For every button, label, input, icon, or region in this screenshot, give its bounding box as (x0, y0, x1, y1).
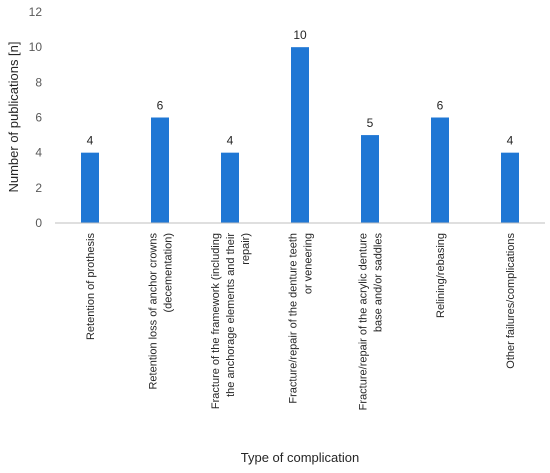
x-category-label-line: the anchorage elements and their (225, 233, 237, 397)
data-label: 4 (507, 134, 514, 148)
x-axis-title: Type of complication (241, 450, 360, 465)
bar (361, 135, 379, 223)
y-tick-label: 12 (29, 5, 43, 19)
bar (431, 117, 449, 223)
x-category-label-line: base and/or saddles (373, 233, 385, 333)
data-label: 6 (157, 99, 164, 113)
x-category-label-line: or veneering (303, 233, 315, 294)
bar (501, 152, 519, 223)
y-tick-label: 0 (35, 216, 42, 230)
data-labels: 4 6 4 10 5 6 4 (87, 28, 514, 148)
x-category-label-line: Retention loss of anchor crowns (148, 233, 160, 390)
x-axis-category-labels: Retention of prothesis Retention loss of … (85, 233, 517, 411)
x-category-label-line: Other failures/complications (505, 233, 517, 369)
data-label: 4 (227, 134, 234, 148)
y-axis-ticks: 0 2 4 6 8 10 12 (29, 5, 43, 230)
bar (81, 152, 99, 223)
x-category-label: Fracture/repair of the denture teeth or v… (288, 233, 315, 404)
x-category-label: Fracture of the framework (including the … (210, 233, 252, 409)
x-category-label-line: (decementation) (163, 233, 175, 313)
x-category-label-line: Fracture/repair of the acrylic denture (358, 233, 370, 410)
x-category-label-line: Retention of prothesis (85, 233, 97, 341)
x-category-label: Other failures/complications (505, 233, 517, 369)
bar (221, 152, 239, 223)
x-category-label-line: Relining/rebasing (435, 233, 447, 318)
x-category-label-line: Fracture/repair of the denture teeth (288, 233, 300, 404)
y-tick-label: 4 (35, 146, 42, 160)
y-tick-label: 8 (35, 75, 42, 89)
data-label: 6 (437, 99, 444, 113)
x-category-label: Retention loss of anchor crowns (decement… (148, 233, 175, 390)
x-category-label-line: repair) (240, 233, 252, 265)
y-tick-label: 2 (35, 181, 42, 195)
x-category-label: Relining/rebasing (435, 233, 447, 318)
y-axis-title: Number of publications [n] (6, 41, 21, 192)
y-tick-label: 6 (35, 111, 42, 125)
bar (291, 47, 309, 223)
x-category-label: Retention of prothesis (85, 233, 97, 341)
y-tick-label: 10 (29, 40, 43, 54)
x-category-label-line: Fracture of the framework (including (210, 233, 222, 409)
data-label: 4 (87, 134, 94, 148)
bars (81, 47, 519, 223)
data-label: 10 (293, 28, 307, 42)
data-label: 5 (367, 116, 374, 130)
x-category-label: Fracture/repair of the acrylic denture ba… (358, 233, 385, 411)
bar (151, 117, 169, 223)
